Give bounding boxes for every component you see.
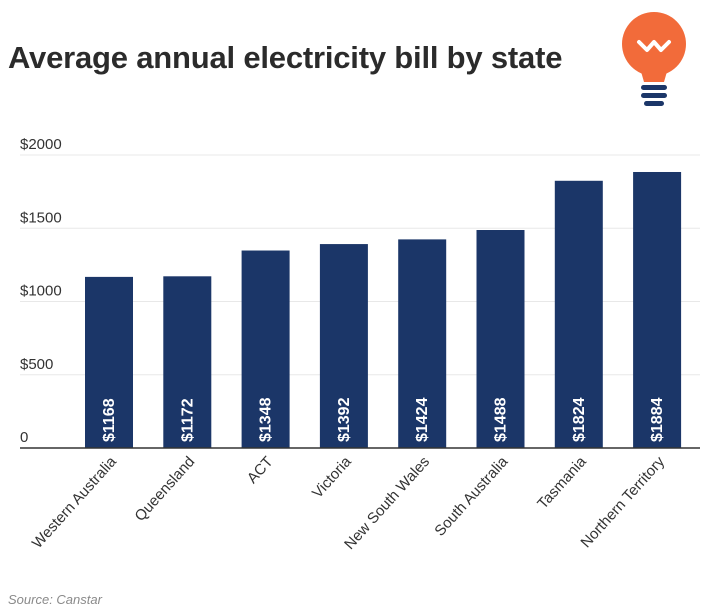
x-category-label: Western Australia: [29, 453, 121, 552]
y-tick-label: $500: [20, 356, 53, 373]
bar-value-label: $1168: [101, 398, 118, 442]
bar-value-label: $1392: [336, 397, 353, 442]
bar: [476, 230, 525, 448]
x-category-label: Tasmania: [534, 453, 590, 513]
y-tick-label: $1500: [20, 209, 62, 226]
bulb-base-stripe: [641, 93, 667, 98]
bulb-base-stripe: [644, 101, 664, 106]
bar-value-label: $1424: [414, 397, 431, 442]
x-category-label: Northern Territory: [578, 453, 669, 551]
bar-value-label: $1824: [571, 397, 588, 442]
x-category-label: ACT: [244, 453, 277, 487]
bar: [633, 171, 682, 448]
x-category-label: Victoria: [309, 453, 355, 502]
bar-value-label: $1172: [179, 398, 196, 442]
bar-value-label: $1488: [493, 397, 510, 442]
x-category-label: South Australia: [431, 453, 512, 540]
bar: [554, 180, 603, 448]
bar: [85, 276, 133, 448]
bulb-base-stripe: [641, 85, 667, 90]
bar: [398, 239, 447, 448]
bar: [163, 276, 212, 448]
bars: [85, 171, 682, 448]
lightbulb-icon: [622, 12, 686, 106]
y-tick-label: $1000: [20, 283, 62, 300]
chart-title: Average annual electricity bill by state: [8, 40, 563, 75]
source-note: Source: Canstar: [8, 592, 102, 607]
bar: [319, 244, 368, 448]
bar: [241, 250, 290, 448]
category-labels: Western Australia Queensland ACT VictoriaNe…: [29, 453, 669, 553]
bar-value-label: $1348: [258, 397, 275, 442]
y-axis-ticks: 0 $500 $1000 $1500 $2000: [20, 136, 62, 446]
y-tick-label: $2000: [20, 136, 62, 153]
bar-value-label: $1884: [649, 397, 666, 442]
x-category-label: New South Wales: [341, 453, 433, 553]
y-tick-label: 0: [20, 429, 28, 446]
bulb-filament: [637, 40, 671, 52]
bar-value-labels: $1168 $1172 $1348 $1392 $1424 $1488 $1824 $1884: [101, 397, 666, 442]
x-category-label: Queensland: [132, 453, 199, 525]
bulb-neck: [640, 68, 668, 82]
